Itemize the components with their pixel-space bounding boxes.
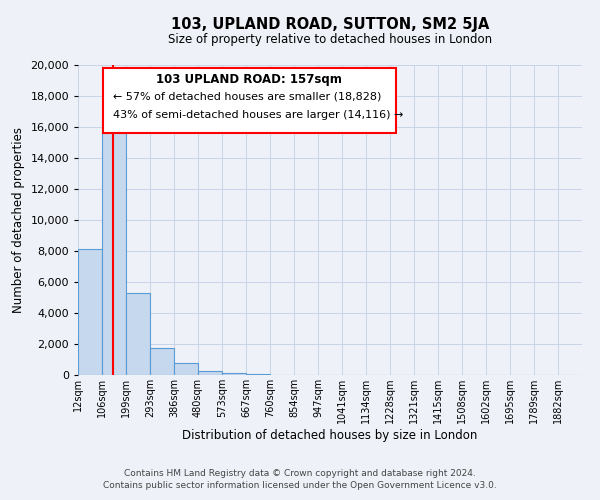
Bar — [222, 372, 246, 375]
Bar — [126, 293, 150, 375]
Text: 103 UPLAND ROAD: 157sqm: 103 UPLAND ROAD: 157sqm — [157, 72, 342, 86]
Text: 103, UPLAND ROAD, SUTTON, SM2 5JA: 103, UPLAND ROAD, SUTTON, SM2 5JA — [171, 18, 489, 32]
Text: ← 57% of detached houses are smaller (18,828): ← 57% of detached houses are smaller (18… — [113, 92, 382, 102]
Bar — [198, 370, 222, 375]
Text: Contains public sector information licensed under the Open Government Licence v3: Contains public sector information licen… — [103, 481, 497, 490]
Bar — [246, 374, 270, 375]
Bar — [150, 348, 174, 375]
Bar — [174, 362, 198, 375]
Text: 43% of semi-detached houses are larger (14,116) →: 43% of semi-detached houses are larger (… — [113, 110, 404, 120]
Text: Contains HM Land Registry data © Crown copyright and database right 2024.: Contains HM Land Registry data © Crown c… — [124, 468, 476, 477]
FancyBboxPatch shape — [103, 68, 395, 133]
Bar — [78, 250, 102, 375]
X-axis label: Distribution of detached houses by size in London: Distribution of detached houses by size … — [182, 429, 478, 442]
Text: Size of property relative to detached houses in London: Size of property relative to detached ho… — [168, 32, 492, 46]
Y-axis label: Number of detached properties: Number of detached properties — [12, 127, 25, 313]
Bar — [102, 118, 126, 375]
